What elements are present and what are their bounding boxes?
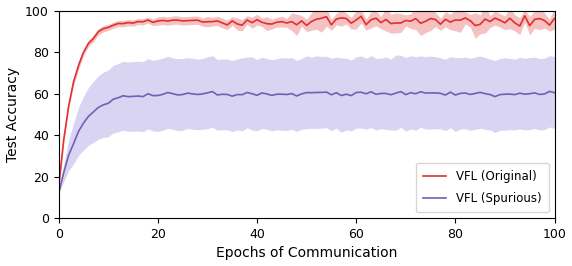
VFL (Spurious) bbox=[546, 90, 553, 93]
VFL (Original) bbox=[402, 19, 409, 22]
VFL (Spurious) bbox=[179, 93, 186, 96]
VFL (Spurious) bbox=[551, 91, 558, 94]
VFL (Original) bbox=[283, 21, 290, 24]
VFL (Original) bbox=[90, 37, 97, 40]
VFL (Spurious) bbox=[353, 91, 360, 94]
Line: VFL (Original): VFL (Original) bbox=[59, 16, 554, 187]
Legend: VFL (Original), VFL (Spurious): VFL (Original), VFL (Spurious) bbox=[416, 163, 549, 212]
VFL (Spurious) bbox=[55, 192, 62, 195]
Line: VFL (Spurious): VFL (Spurious) bbox=[59, 91, 554, 193]
X-axis label: Epochs of Communication: Epochs of Communication bbox=[216, 246, 398, 260]
VFL (Spurious) bbox=[90, 110, 97, 114]
VFL (Original) bbox=[179, 19, 186, 23]
VFL (Original) bbox=[551, 17, 558, 20]
VFL (Spurious) bbox=[427, 91, 434, 94]
VFL (Original) bbox=[427, 17, 434, 20]
VFL (Original) bbox=[55, 185, 62, 189]
VFL (Original) bbox=[353, 18, 360, 22]
VFL (Spurious) bbox=[402, 93, 409, 96]
Y-axis label: Test Accuracy: Test Accuracy bbox=[6, 67, 19, 162]
VFL (Spurious) bbox=[283, 93, 290, 96]
VFL (Original) bbox=[521, 14, 528, 17]
